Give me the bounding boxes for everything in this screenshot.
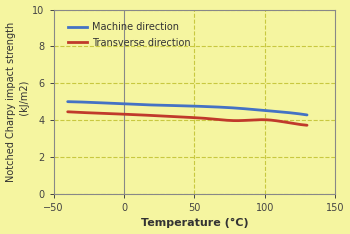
Line: Transverse direction: Transverse direction: [68, 112, 307, 125]
Transverse direction: [282, 121, 287, 123]
Transverse direction: [65, 110, 70, 113]
Machine direction: [66, 100, 71, 103]
Transverse direction: [207, 117, 211, 120]
Legend: Machine direction, Transverse direction: Machine direction, Transverse direction: [64, 18, 195, 52]
X-axis label: Temperature (°C): Temperature (°C): [141, 218, 248, 228]
Machine direction: [212, 106, 216, 108]
Transverse direction: [305, 124, 309, 127]
Machine direction: [267, 110, 272, 112]
Y-axis label: Notched Charpy impact strength
  (kJ/m2): Notched Charpy impact strength (kJ/m2): [6, 22, 29, 182]
Machine direction: [65, 100, 70, 103]
Machine direction: [305, 113, 309, 116]
Transverse direction: [208, 117, 212, 120]
Transverse direction: [267, 119, 272, 121]
Machine direction: [208, 105, 212, 108]
Transverse direction: [66, 110, 71, 113]
Transverse direction: [212, 118, 216, 121]
Line: Machine direction: Machine direction: [68, 102, 307, 115]
Machine direction: [207, 105, 211, 108]
Machine direction: [282, 111, 287, 114]
